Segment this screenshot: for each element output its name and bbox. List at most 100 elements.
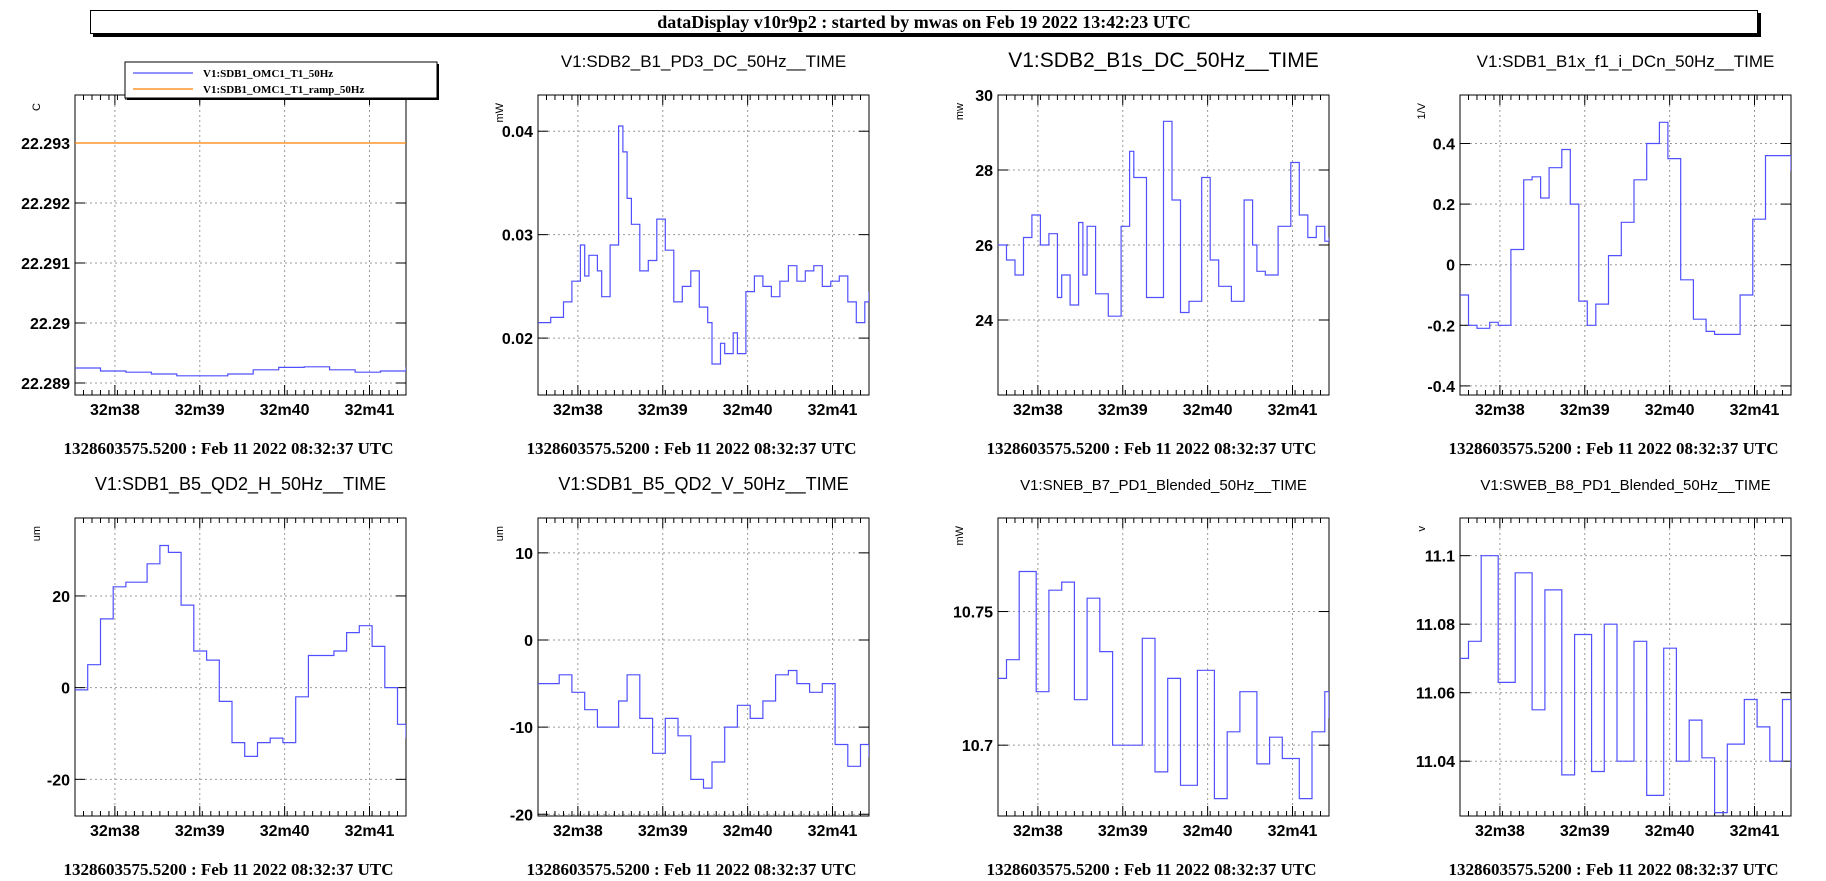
- x-tick-label: 32m38: [1013, 823, 1063, 840]
- legend-entry: V1:SDB1_OMC1_T1_ramp_50Hz: [203, 84, 364, 96]
- y-tick-label: 11.06: [1416, 686, 1455, 703]
- x-tick-label: 32m41: [1730, 823, 1780, 840]
- legend-entry: V1:SDB1_OMC1_T1_50Hz: [203, 68, 333, 80]
- series-line: [1460, 121, 1791, 335]
- y-tick-label: 26: [975, 238, 993, 255]
- y-tick-label: 0.03: [502, 228, 533, 245]
- y-tick-label: 11.08: [1416, 617, 1455, 634]
- legend: V1:SDB1_OMC1_T1_50Hz V1:SDB1_OMC1_T1_ramp…: [124, 61, 439, 100]
- y-tick-label: -0.2: [1427, 318, 1455, 335]
- y-tick-label: 10.7: [962, 738, 993, 755]
- plot-panel: V1:SNEB_B7_PD1_Blended_50Hz__TIME 32m38 32…: [953, 477, 1330, 879]
- y-tick-label: 0.4: [1433, 136, 1455, 153]
- y-tick-label: 22.29: [30, 316, 70, 333]
- series-line: [998, 120, 1329, 317]
- plot-footer: 1328603575.5200 : Feb 11 2022 08:32:37 U…: [63, 439, 393, 458]
- x-tick-label: 32m41: [808, 402, 858, 419]
- x-tick-label: 32m39: [175, 823, 225, 840]
- x-tick-label: 32m39: [175, 402, 225, 419]
- plot-frame: [1459, 94, 1792, 396]
- y-tick-label: 11.1: [1425, 549, 1455, 566]
- x-tick-label: 32m38: [1013, 402, 1063, 419]
- plot-footer: 1328603575.5200 : Feb 11 2022 08:32:37 U…: [526, 439, 856, 458]
- plot-panel: V1:SDB1_B1x_f1_i_DCn_50Hz__TIME 32m38 32m3…: [1416, 52, 1792, 458]
- y-tick-label: 0.04: [502, 124, 533, 141]
- plot-title: V1:SDB2_B1s_DC_50Hz__TIME: [1008, 49, 1318, 72]
- legend-box: [124, 61, 438, 99]
- y-tick-label: 0.2: [1433, 197, 1455, 214]
- plot-title: V1:SDB2_B1_PD3_DC_50Hz__TIME: [561, 52, 846, 71]
- y-tick-label: 11.04: [1416, 754, 1455, 771]
- x-tick-label: 32m38: [553, 402, 603, 419]
- plot-footer: 1328603575.5200 : Feb 11 2022 08:32:37 U…: [1448, 860, 1778, 879]
- x-tick-label: 32m39: [1098, 823, 1148, 840]
- x-tick-label: 32m40: [723, 823, 773, 840]
- x-tick-label: 32m40: [260, 823, 310, 840]
- y-tick-label: 22.292: [21, 196, 70, 213]
- plot-footer: 1328603575.5200 : Feb 11 2022 08:32:37 U…: [63, 860, 393, 879]
- plot-title: V1:SWEB_B8_PD1_Blended_50Hz__TIME: [1480, 477, 1770, 494]
- x-tick-label: 32m38: [1475, 823, 1525, 840]
- y-unit-label: mW: [954, 525, 966, 545]
- x-tick-label: 32m39: [1560, 402, 1610, 419]
- series-line: [75, 544, 406, 757]
- y-unit-label: C: [31, 103, 43, 111]
- x-tick-label: 32m39: [638, 823, 688, 840]
- plot-frame: [74, 517, 407, 817]
- series-line: [1460, 555, 1791, 814]
- plot-frame: [537, 94, 870, 396]
- x-tick-label: 32m40: [260, 402, 310, 419]
- x-tick-label: 32m38: [90, 823, 140, 840]
- x-tick-label: 32m38: [1475, 402, 1525, 419]
- plot-panel: V1:SDB1_B5_QD2_H_50Hz__TIME 32m38 32m39 32m…: [31, 474, 407, 879]
- y-tick-label: 28: [975, 163, 993, 180]
- x-tick-label: 32m40: [1645, 823, 1695, 840]
- plot-footer: 1328603575.5200 : Feb 11 2022 08:32:37 U…: [1448, 439, 1778, 458]
- plot-title: V1:SDB1_B5_QD2_V_50Hz__TIME: [558, 474, 848, 495]
- plot-footer: 1328603575.5200 : Feb 11 2022 08:32:37 U…: [986, 439, 1316, 458]
- y-tick-label: 20: [52, 589, 70, 606]
- plot-frame: [1459, 517, 1792, 817]
- y-tick-label: 0: [1446, 258, 1455, 275]
- series-line: [538, 669, 869, 789]
- x-tick-label: 32m41: [1730, 402, 1780, 419]
- y-tick-label: 0: [524, 633, 533, 650]
- plot-title: V1:SNEB_B7_PD1_Blended_50Hz__TIME: [1020, 477, 1307, 494]
- series-line: [538, 125, 869, 365]
- x-tick-label: 32m39: [1098, 402, 1148, 419]
- display-banner: dataDisplay v10r9p2 : started by mwas on…: [90, 10, 1758, 34]
- plot-panel: V1:SDB2_B1s_DC_50Hz__TIME 32m38 32m39 32m40…: [954, 49, 1330, 458]
- display-title: dataDisplay v10r9p2 : started by mwas on…: [657, 12, 1191, 32]
- x-tick-label: 32m41: [345, 823, 395, 840]
- plot-panel: 32m38 32m39 32m40 32m41 22.289 22.29 22.291 22.…: [21, 61, 439, 458]
- y-unit-label: v: [1416, 526, 1428, 532]
- y-tick-label: 24: [975, 313, 993, 330]
- y-unit-label: mw: [954, 103, 966, 120]
- y-tick-label: 22.293: [21, 136, 70, 153]
- x-tick-label: 32m40: [1183, 402, 1233, 419]
- x-tick-label: 32m41: [345, 402, 395, 419]
- y-tick-label: 22.291: [21, 256, 70, 273]
- plot-title: V1:SDB1_B5_QD2_H_50Hz__TIME: [95, 474, 386, 495]
- y-tick-label: 30: [975, 88, 993, 105]
- plot-title: V1:SDB1_B1x_f1_i_DCn_50Hz__TIME: [1477, 52, 1775, 71]
- y-tick-label: -20: [47, 772, 70, 789]
- x-tick-label: 32m40: [1645, 402, 1695, 419]
- y-tick-label: 10.75: [953, 605, 993, 622]
- x-tick-label: 32m40: [1183, 823, 1233, 840]
- plot-frame: [997, 517, 1330, 817]
- x-tick-label: 32m38: [90, 402, 140, 419]
- y-unit-label: um: [31, 526, 43, 541]
- y-tick-label: 22.289: [21, 376, 70, 393]
- y-tick-label: 0: [61, 681, 70, 698]
- y-unit-label: um: [494, 526, 506, 541]
- plot-panel: V1:SDB1_B5_QD2_V_50Hz__TIME 32m38 32m39 32m…: [494, 474, 870, 879]
- y-tick-label: 0.02: [502, 331, 533, 348]
- x-tick-label: 32m41: [808, 823, 858, 840]
- plot-footer: 1328603575.5200 : Feb 11 2022 08:32:37 U…: [986, 860, 1316, 879]
- plot-panel: V1:SDB2_B1_PD3_DC_50Hz__TIME 32m38 32m39 32…: [494, 52, 870, 458]
- y-tick-label: -10: [510, 720, 533, 737]
- y-tick-label: 10: [515, 546, 533, 563]
- plot-frame: [74, 94, 407, 396]
